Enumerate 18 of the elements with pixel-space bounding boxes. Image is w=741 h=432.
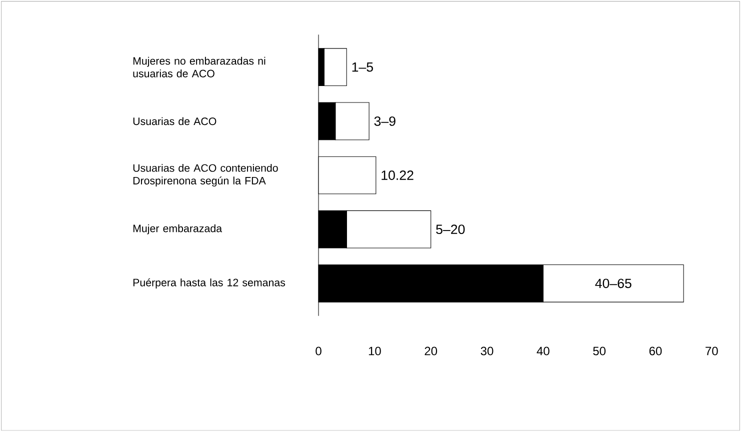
x-tick-label: 70 — [706, 346, 718, 356]
y-tick-label: Mujer embarazada — [133, 224, 222, 234]
x-tick-label: 0 — [316, 346, 322, 356]
data-label: 5–20 — [436, 224, 465, 234]
y-tick-label: Usuarias de ACO conteniendo Drospirenona según la FDA — [133, 164, 278, 187]
data-label: 10.22 — [382, 170, 414, 180]
data-label: 3–9 — [374, 116, 396, 126]
y-tick-label: Puérpera hasta las 12 semanas — [133, 278, 286, 289]
x-tick-label: 20 — [424, 346, 438, 356]
x-tick-label: 10 — [368, 346, 381, 356]
x-tick-label: 50 — [593, 346, 606, 356]
x-tick-label: 30 — [480, 346, 494, 356]
x-tick-label: 60 — [649, 346, 662, 356]
y-tick-label: Mujeres no embarazadas ni usuarias de ACO — [133, 56, 266, 78]
x-tick-label: 40 — [536, 346, 550, 356]
data-label: 40–65 — [595, 278, 632, 288]
data-label: 1–5 — [352, 62, 373, 72]
y-tick-label: Usuarias de ACO — [133, 117, 216, 126]
